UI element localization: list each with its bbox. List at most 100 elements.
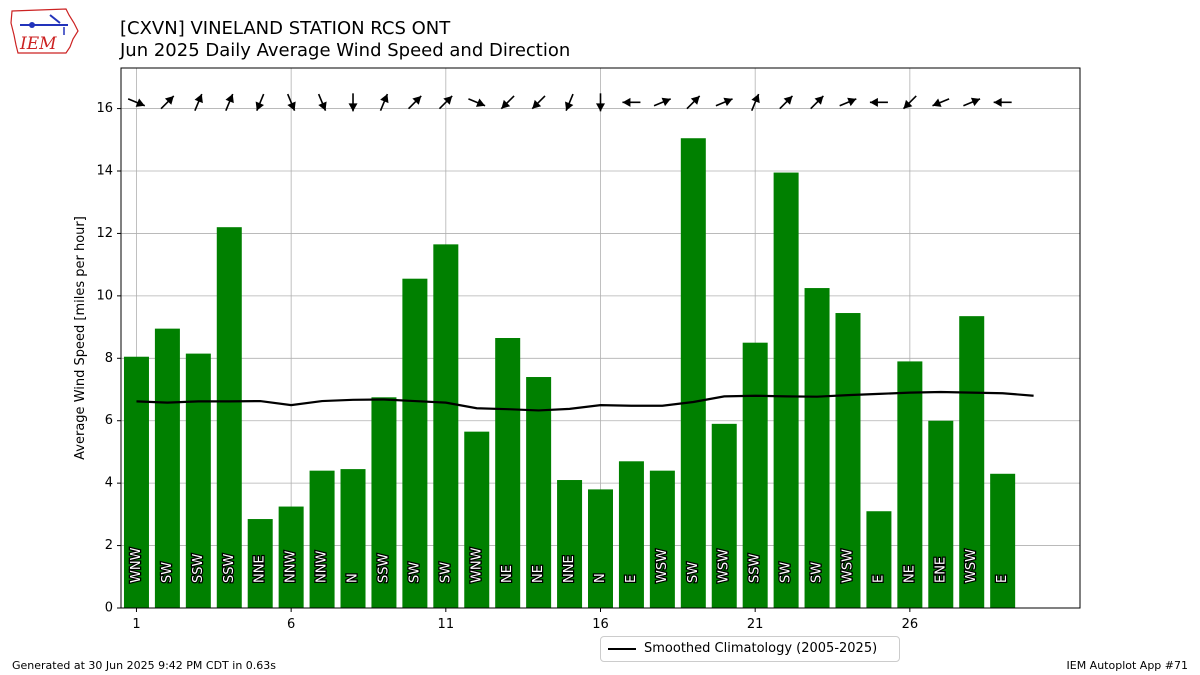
wind-arrowhead-day-23 (814, 95, 824, 105)
legend-climatology-label: Smoothed Climatology (2005-2025) (644, 641, 878, 656)
direction-label-day-28: WSW (964, 549, 979, 583)
climatology-line (136, 390, 1034, 412)
direction-label-day-4: SSW (222, 553, 237, 583)
wind-arrowhead-day-5 (255, 101, 264, 111)
x-tick-label: 26 (902, 617, 919, 632)
x-tick-label: 6 (287, 617, 295, 632)
direction-label-day-18: WSW (655, 549, 670, 583)
bar-day-6 (278, 506, 304, 608)
y-tick-label: 4 (105, 476, 113, 491)
wind-arrowhead-day-4 (225, 94, 234, 104)
wind-arrowhead-day-12 (475, 98, 486, 107)
direction-label-day-14: NE (531, 565, 546, 583)
bar-day-2 (154, 328, 180, 608)
bar-day-8 (340, 469, 366, 608)
direction-label-day-17: E (624, 575, 639, 583)
direction-label-day-5: NNE (253, 555, 268, 583)
chart-title: [CXVN] VINELAND STATION RCS ONT (120, 18, 451, 39)
iowa-outline-icon (10, 8, 79, 54)
wind-arrowhead-day-15 (565, 101, 574, 111)
direction-label-day-23: SW (810, 562, 825, 583)
chart-subtitle: Jun 2025 Daily Average Wind Speed and Di… (120, 40, 571, 61)
direction-label-day-24: WSW (840, 549, 855, 583)
direction-label-day-11: SW (438, 562, 453, 583)
bar-day-14 (526, 377, 552, 608)
direction-label-day-13: NE (500, 565, 515, 583)
y-tick-label: 6 (105, 413, 113, 428)
direction-label-day-25: E (871, 575, 886, 583)
wind-arrowhead-day-24 (847, 97, 857, 107)
wind-arrowhead-day-7 (318, 101, 327, 111)
wind-arrowhead-day-27 (932, 98, 942, 107)
bar-day-7 (309, 470, 335, 608)
bar-day-9 (371, 397, 397, 608)
direction-label-day-15: NNE (562, 555, 577, 583)
bar-day-18 (649, 470, 675, 608)
bar-day-12 (464, 431, 490, 608)
direction-label-day-12: WNW (469, 547, 484, 583)
bar-day-25 (866, 511, 892, 608)
direction-label-day-27: ENE (933, 557, 948, 583)
direction-label-day-2: SW (160, 562, 175, 583)
wind-arrowhead-day-18 (661, 97, 671, 107)
bar-day-24 (835, 313, 861, 608)
wind-arrowhead-day-8 (348, 103, 358, 112)
bar-day-20 (711, 423, 737, 608)
wind-arrowhead-day-6 (287, 101, 296, 111)
wind-arrowhead-day-29 (993, 97, 1002, 107)
direction-label-day-19: SW (686, 562, 701, 583)
bar-day-17 (618, 461, 644, 608)
bar-day-26 (897, 361, 923, 608)
wind-arrowhead-day-17 (622, 97, 631, 107)
legend-climatology-swatch (608, 648, 636, 650)
direction-label-day-22: SW (779, 562, 794, 583)
wind-arrowhead-day-13 (501, 99, 511, 109)
y-tick-label: 8 (105, 351, 113, 366)
direction-label-day-7: NNW (315, 551, 330, 583)
x-tick-label: 1 (132, 617, 140, 632)
bar-day-16 (588, 489, 613, 608)
direction-label-day-8: N (346, 573, 361, 583)
direction-label-day-6: NNW (284, 551, 299, 583)
wind-arrowhead-day-26 (903, 99, 913, 109)
wind-arrowhead-day-22 (783, 95, 793, 105)
direction-label-day-21: SSW (748, 553, 763, 583)
direction-label-day-29: E (995, 575, 1010, 583)
bar-day-27 (928, 420, 954, 608)
wind-arrowhead-day-10 (412, 95, 422, 105)
direction-label-day-1: WNW (129, 547, 144, 583)
chart-legend: Smoothed Climatology (2005-2025) (600, 636, 900, 662)
y-axis-label: Average Wind Speed [miles per hour] (73, 216, 88, 460)
bar-day-4 (216, 227, 242, 609)
wind-arrowhead-day-9 (380, 94, 389, 104)
x-tick-label: 11 (438, 617, 455, 632)
generated-timestamp: Generated at 30 Jun 2025 9:42 PM CDT in … (12, 659, 277, 672)
y-tick-label: 16 (96, 101, 113, 116)
bar-day-10 (402, 278, 428, 608)
bar-day-21 (742, 342, 768, 608)
bar-day-29 (990, 473, 1016, 608)
wind-arrowhead-day-16 (596, 103, 605, 112)
wind-arrowhead-day-28 (970, 97, 981, 107)
bar-day-19 (680, 138, 706, 609)
direction-label-day-16: N (593, 573, 608, 583)
wind-arrowhead-day-19 (690, 95, 700, 105)
y-tick-label: 2 (105, 538, 113, 553)
wind-arrowhead-day-2 (164, 95, 174, 105)
wind-arrowhead-day-11 (443, 95, 453, 105)
y-tick-label: 0 (105, 601, 113, 616)
y-tick-label: 12 (96, 226, 113, 241)
direction-label-day-10: SW (407, 562, 422, 583)
direction-label-day-3: SSW (191, 553, 206, 583)
wind-arrowhead-day-25 (869, 97, 878, 107)
bar-day-15 (557, 480, 583, 608)
iem-logo (10, 8, 79, 54)
wind-arrowhead-day-14 (532, 99, 542, 109)
logo-text: IEM (20, 34, 57, 54)
wind-arrowhead-day-1 (135, 98, 145, 107)
direction-label-day-20: WSW (717, 549, 732, 583)
bar-day-13 (495, 338, 521, 608)
y-tick-label: 10 (96, 288, 113, 303)
y-tick-label: 14 (96, 164, 113, 179)
